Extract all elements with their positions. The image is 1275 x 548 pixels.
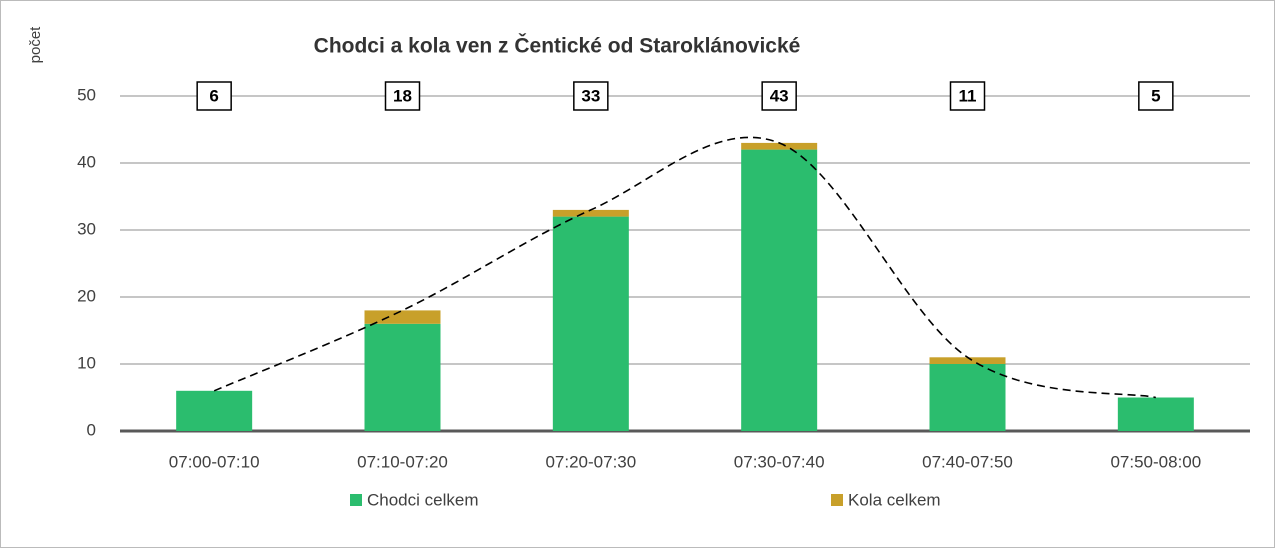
total-label: 11 — [959, 86, 977, 105]
bar-segment — [364, 310, 441, 324]
total-label-box — [573, 81, 609, 111]
legend-label: Chodci celkem — [367, 490, 479, 509]
bar-segment — [1117, 397, 1194, 431]
total-label: 5 — [1151, 86, 1160, 105]
total-label-box — [761, 81, 797, 111]
y-tick-label: 40 — [77, 152, 96, 171]
total-trend-line — [213, 136, 1156, 399]
bar-segment — [552, 216, 629, 431]
bar-segment — [929, 364, 1006, 431]
x-tick-label: 07:50-08:00 — [1110, 452, 1201, 471]
x-tick-label: 07:30-07:40 — [734, 452, 825, 471]
total-label: 18 — [393, 86, 412, 105]
total-label-box — [384, 81, 421, 111]
bar-segment — [741, 142, 818, 150]
bar-segment — [741, 149, 818, 431]
total-label-box — [949, 81, 986, 111]
x-tick-label: 07:20-07:30 — [545, 452, 636, 471]
y-tick-label: 20 — [77, 286, 96, 305]
y-axis-label: počet — [27, 26, 44, 64]
bar-segment — [929, 357, 1006, 364]
legend-swatch — [350, 494, 362, 506]
x-tick-label: 07:40-07:50 — [922, 452, 1013, 471]
total-label: 6 — [209, 86, 218, 105]
legend-swatch — [831, 494, 843, 506]
bar-segment — [364, 323, 441, 431]
total-label: 43 — [770, 86, 789, 105]
bar-segment — [552, 209, 629, 217]
x-tick-label: 07:00-07:10 — [169, 452, 260, 471]
x-tick-label: 07:10-07:20 — [357, 452, 448, 471]
y-tick-label: 50 — [77, 85, 96, 104]
total-label-box — [1138, 81, 1174, 111]
chart-title: Chodci a kola ven z Čentické od Staroklá… — [314, 34, 801, 58]
bar-segment — [176, 390, 253, 431]
legend-label: Kola celkem — [848, 490, 941, 509]
y-tick-label: 30 — [77, 219, 96, 238]
total-label: 33 — [581, 86, 600, 105]
total-label-box — [196, 81, 232, 111]
y-tick-label: 10 — [77, 353, 96, 372]
y-tick-label: 0 — [87, 420, 96, 439]
